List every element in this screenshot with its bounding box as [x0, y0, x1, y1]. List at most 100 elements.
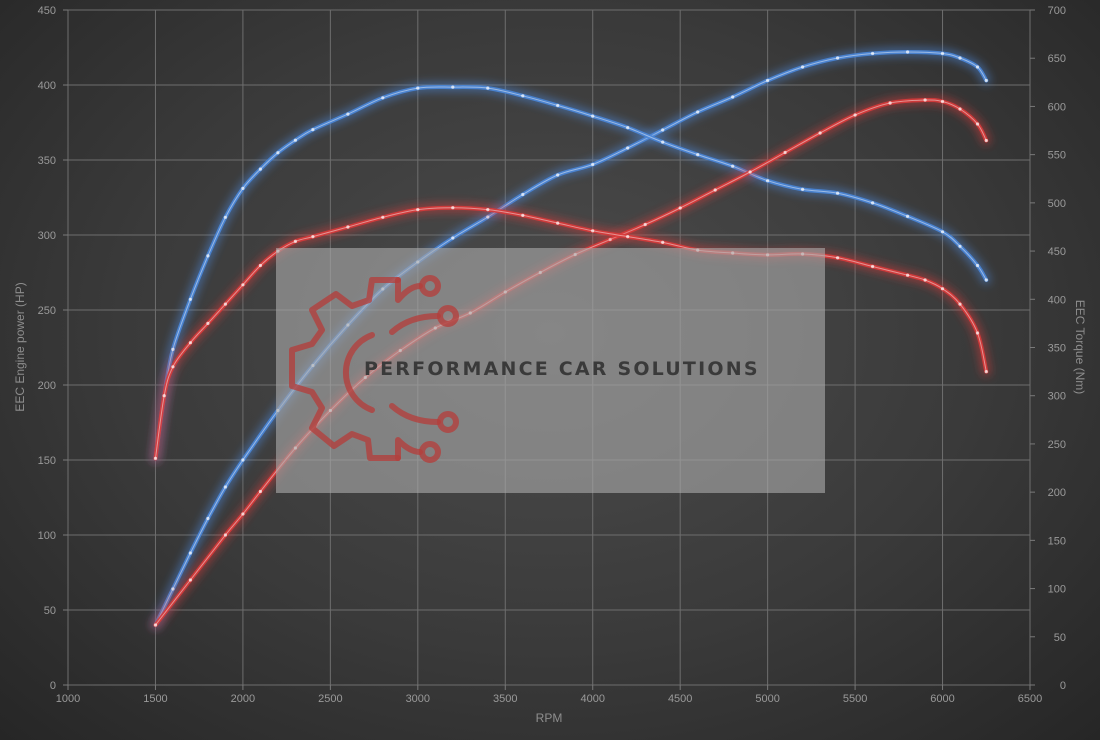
series-point [416, 86, 420, 90]
series-point [206, 254, 210, 258]
series-point [975, 331, 980, 335]
series-point [940, 99, 945, 104]
series-point [940, 51, 945, 56]
y-right-tick-label: 50 [1054, 632, 1066, 644]
series-point [258, 263, 262, 268]
series-point [416, 208, 420, 212]
series-point [748, 170, 752, 174]
series-point [556, 173, 560, 177]
x-tick-label: 3000 [406, 693, 430, 705]
series-point [678, 206, 682, 210]
series-point [451, 85, 455, 89]
x-tick-label: 1500 [143, 693, 167, 705]
series-point [293, 138, 297, 142]
series-point [731, 95, 735, 99]
series-point [783, 150, 787, 155]
x-tick-label: 4000 [580, 693, 604, 705]
y-right-tick-label: 0 [1060, 680, 1066, 692]
x-tick-label: 3500 [493, 693, 517, 705]
series-point [381, 96, 385, 100]
series-point [556, 221, 560, 225]
series-point [888, 101, 892, 105]
series-point [958, 107, 962, 111]
y-left-tick-label: 400 [38, 80, 56, 92]
series-point [940, 287, 945, 291]
series-point [906, 273, 910, 277]
series-point [696, 110, 700, 114]
series-point [206, 321, 210, 325]
series-point [626, 235, 630, 239]
y-left-tick-label: 100 [38, 530, 56, 542]
x-tick-label: 2000 [231, 693, 255, 705]
series-point [958, 302, 962, 306]
series-point [923, 98, 927, 102]
y-right-tick-label: 600 [1048, 101, 1066, 113]
series-highlight [155, 86, 987, 459]
series-point [241, 458, 245, 462]
x-tick-label: 6500 [1018, 693, 1042, 705]
series-point [293, 239, 297, 243]
x-axis-ticks: 1000 1500 2000 2500 3000 3500 4000 4500 5000 5500… [56, 685, 1042, 705]
series-point [626, 146, 630, 150]
series-point [940, 230, 945, 234]
series-point [906, 50, 910, 54]
series-point [171, 347, 175, 351]
series-point [958, 244, 962, 248]
y-left-tick-label: 50 [44, 605, 56, 617]
series-point [223, 485, 227, 489]
watermark: PERFORMANCE CAR SOLUTIONS [276, 248, 825, 493]
y-right-tick-label: 100 [1048, 584, 1066, 596]
series-point [223, 533, 227, 537]
series-point [258, 167, 262, 171]
series-point [171, 587, 175, 591]
series-point [836, 256, 840, 260]
grid-lines [67, 9, 1031, 686]
series-point [608, 237, 612, 242]
series-point [188, 297, 192, 301]
series-point [696, 153, 700, 157]
y-left-axis-ticks: 0 50 100 150 200 250 300 350 400 450 [38, 5, 68, 692]
series-point [223, 215, 227, 219]
series-point [713, 188, 717, 192]
series-point [906, 214, 910, 218]
y-left-tick-label: 300 [38, 230, 56, 242]
series-point [801, 187, 805, 191]
series-point [958, 56, 962, 60]
series-point [162, 394, 166, 398]
y-right-axis-ticks: 0 50 100 150 200 250 300 350 400 450 500 550 600 650 7… [1030, 5, 1066, 692]
watermark-text: PERFORMANCE CAR SOLUTIONS [364, 358, 760, 380]
series-point [188, 551, 192, 555]
y-left-tick-label: 250 [38, 305, 56, 317]
x-tick-label: 2500 [318, 693, 342, 705]
series-point [486, 86, 490, 90]
series-point [241, 512, 245, 516]
series-point [381, 215, 385, 219]
series-point [766, 179, 770, 183]
series-point [171, 365, 175, 369]
series-line [153, 84, 989, 461]
series-point [836, 191, 840, 195]
series-point [241, 283, 245, 287]
x-tick-label: 4500 [668, 693, 692, 705]
y-left-tick-label: 450 [38, 5, 56, 17]
series-point [766, 78, 770, 83]
series-point [871, 264, 875, 269]
y-right-tick-label: 700 [1048, 5, 1066, 17]
series-point [591, 162, 595, 167]
series-point [984, 278, 988, 282]
series-point [853, 113, 857, 117]
series-point [801, 65, 805, 69]
x-tick-label: 5500 [843, 693, 867, 705]
series-point [276, 151, 280, 155]
gear-circuit-logo-icon [289, 275, 459, 463]
series-point [591, 229, 595, 233]
series-point [153, 456, 158, 460]
series-point [521, 213, 525, 217]
y-left-tick-label: 150 [38, 455, 56, 467]
series-point [626, 126, 630, 130]
series-point [346, 225, 350, 229]
series-point [451, 236, 455, 240]
series-2-right-line [151, 82, 991, 463]
series-point [556, 103, 560, 108]
